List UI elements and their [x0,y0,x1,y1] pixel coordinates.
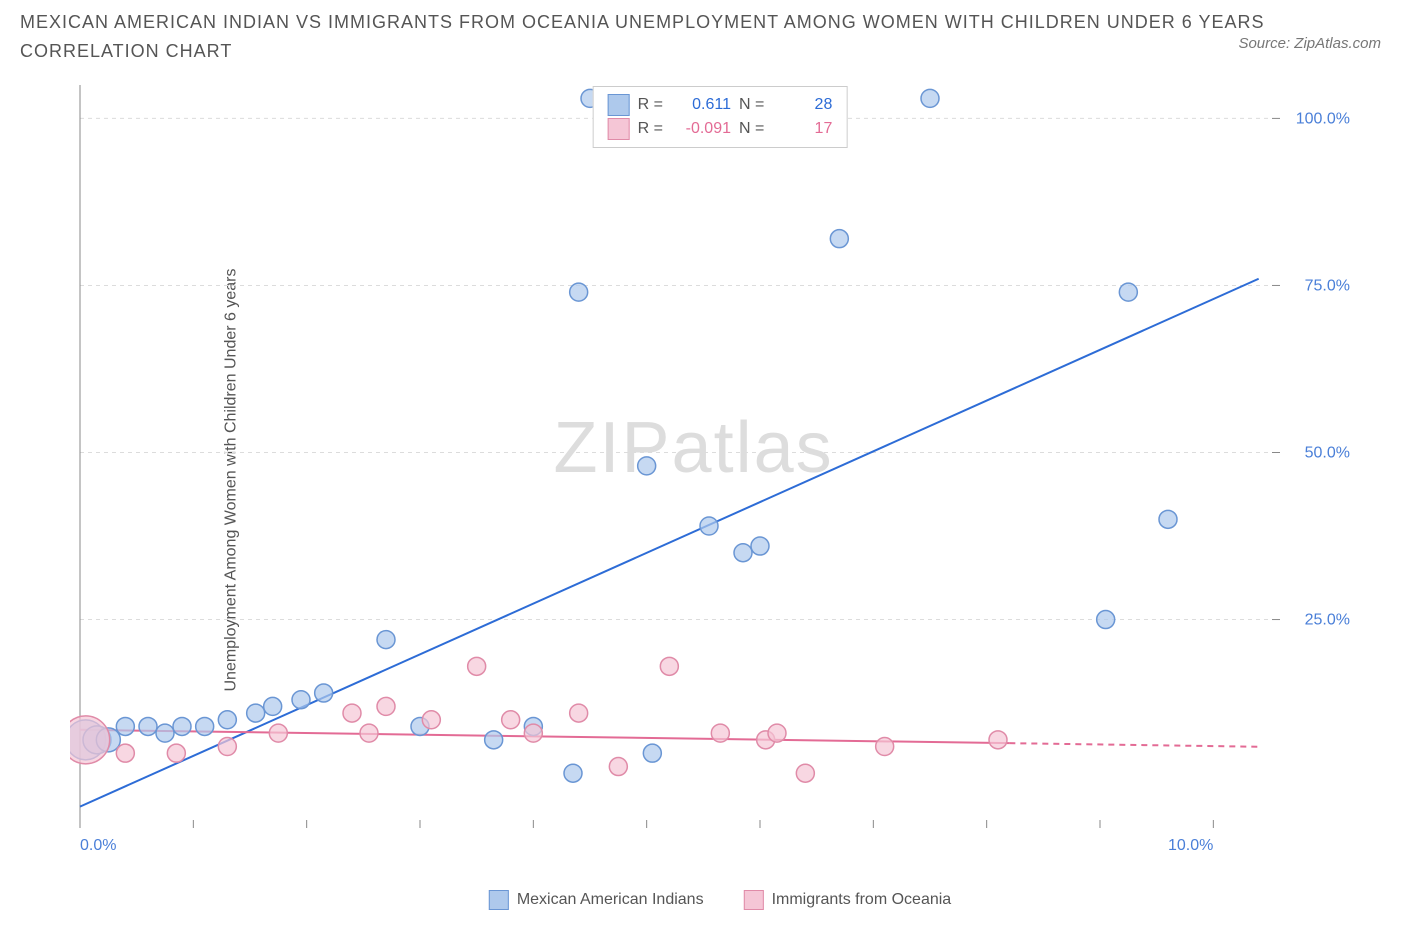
series-name-1: Immigrants from Oceania [772,891,952,909]
series-legend-item-0: Mexican American Indians [489,890,704,910]
legend-swatch-1 [608,118,630,140]
chart-container: Unemployment Among Women with Children U… [60,80,1380,880]
chart-title-line1: MEXICAN AMERICAN INDIAN VS IMMIGRANTS FR… [20,8,1386,37]
series-name-0: Mexican American Indians [517,891,704,909]
legend-row-series-1: R = -0.091 N = 17 [608,117,833,141]
legend-n-label: N = [739,93,764,117]
correlation-legend: R = 0.611 N = 28 R = -0.091 N = 17 [593,86,848,148]
legend-r-value-0: 0.611 [671,93,731,117]
svg-text:50.0%: 50.0% [1305,445,1350,462]
legend-r-label: R = [638,117,663,141]
svg-text:25.0%: 25.0% [1305,612,1350,629]
legend-r-label: R = [638,93,663,117]
svg-text:0.0%: 0.0% [80,837,116,854]
series-legend: Mexican American Indians Immigrants from… [489,890,951,910]
svg-text:10.0%: 10.0% [1168,837,1213,854]
legend-n-value-1: 17 [772,117,832,141]
legend-r-value-1: -0.091 [671,117,731,141]
chart-header: MEXICAN AMERICAN INDIAN VS IMMIGRANTS FR… [0,0,1406,66]
legend-row-series-0: R = 0.611 N = 28 [608,93,833,117]
chart-title-line2: CORRELATION CHART [20,37,1386,66]
legend-swatch-0 [608,94,630,116]
series-swatch-1 [744,890,764,910]
source-attribution: Source: ZipAtlas.com [1238,35,1381,52]
svg-text:100.0%: 100.0% [1296,110,1350,127]
series-legend-item-1: Immigrants from Oceania [744,890,952,910]
svg-text:75.0%: 75.0% [1305,277,1350,294]
series-swatch-0 [489,890,509,910]
scatter-chart: 0.0% 10.0% 25.0% 50.0% 75.0% 100.0% [70,80,1360,860]
legend-n-value-0: 28 [772,93,832,117]
legend-n-label: N = [739,117,764,141]
